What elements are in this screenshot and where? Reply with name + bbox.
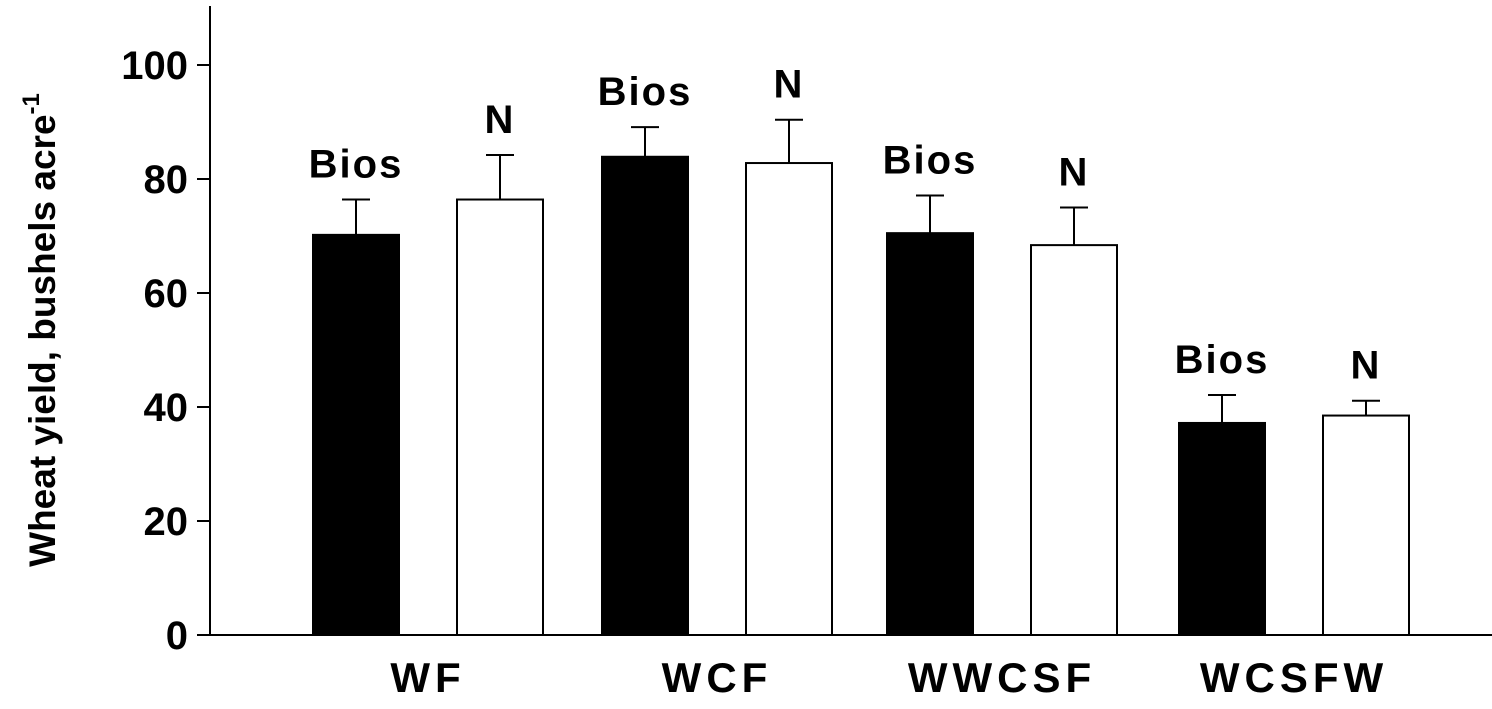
x-tick-label: WWCSF [908,654,1096,701]
y-axis-title: Wheat yield, bushels acre-1 [18,93,63,567]
y-axis-title-text: Wheat yield, bushels acre [22,114,63,566]
y-axis-title-superscript: -1 [18,93,45,114]
x-tick-labels: WF WCF WWCSF WCSFW [390,654,1388,701]
y-tick-label: 100 [121,44,188,88]
x-tick-label: WCF [662,654,773,701]
bar-label: Bios [1175,338,1270,382]
bar-label: N [1351,344,1382,388]
x-tick-label: WCSFW [1200,654,1388,701]
bar-label: Bios [309,143,404,187]
bars: Bios Bios Bios Bios N N N N [309,63,1410,637]
y-ticks: 0 20 40 60 80 100 [121,44,210,658]
bar-bios [1178,421,1266,636]
bar-label: N [1059,151,1090,195]
bar-label: Bios [883,139,978,183]
y-tick-label: 60 [144,272,189,316]
bar-n [745,162,833,636]
bar-n [1030,244,1118,636]
y-tick-label: 40 [144,386,189,430]
bar-label: N [485,98,516,142]
bar-label: N [774,63,805,107]
bar-label: Bios [598,70,693,114]
bar-n [456,198,544,637]
y-tick-label: 0 [166,614,188,658]
x-tick-label: WF [390,654,465,701]
y-tick-label: 80 [144,158,189,202]
bar-bios [312,233,400,637]
bar-bios [886,232,974,636]
bar-bios [601,155,689,637]
y-tick-label: 20 [144,500,189,544]
bar-n [1322,414,1410,636]
